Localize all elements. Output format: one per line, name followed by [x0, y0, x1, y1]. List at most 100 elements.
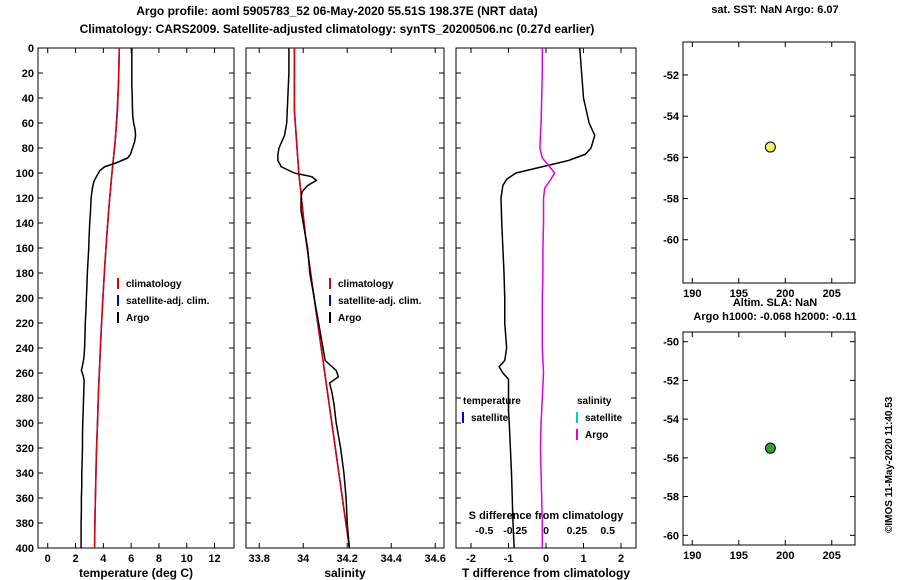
svg-text:205: 205 — [823, 288, 841, 300]
series-satellite-adj-clim- — [93, 47, 121, 549]
figure-title-line1: Argo profile: aoml 5905783_52 06-May-202… — [136, 4, 538, 18]
svg-text:340: 340 — [16, 468, 34, 480]
svg-text:190: 190 — [683, 550, 701, 562]
svg-text:220: 220 — [16, 318, 34, 330]
svg-text:20: 20 — [22, 68, 34, 80]
svg-text:34.6: 34.6 — [424, 553, 445, 565]
svg-text:-54: -54 — [663, 414, 680, 426]
svg-text:-56: -56 — [663, 453, 679, 465]
svg-text:34: 34 — [297, 553, 310, 565]
svg-text:240: 240 — [16, 343, 34, 355]
svg-text:T difference from climatology: T difference from climatology — [462, 566, 630, 580]
svg-text:10: 10 — [181, 553, 193, 565]
svg-text:-50: -50 — [663, 337, 679, 349]
map-bottom-panel: 190 195 200 205 -50 -52 -54 -56 -58 -60 — [663, 331, 856, 562]
svg-text:195: 195 — [730, 550, 748, 562]
svg-text:195: 195 — [730, 288, 748, 300]
svg-text:-2: -2 — [466, 553, 476, 565]
svg-text:180: 180 — [16, 268, 34, 280]
svg-text:4: 4 — [100, 553, 107, 565]
svg-text:400: 400 — [16, 543, 34, 555]
svg-text:2: 2 — [618, 553, 624, 565]
svg-text:200: 200 — [776, 288, 794, 300]
svg-text:2: 2 — [72, 553, 78, 565]
svg-text:0: 0 — [543, 525, 549, 537]
svg-text:0: 0 — [28, 43, 34, 55]
svg-text:320: 320 — [16, 443, 34, 455]
svg-text:Argo: Argo — [126, 313, 149, 324]
profile-location-point — [764, 442, 776, 454]
svg-text:-52: -52 — [663, 375, 679, 387]
svg-text:-60: -60 — [663, 530, 679, 542]
profile-location-point — [764, 141, 776, 153]
map-bottom-axes-box — [682, 331, 856, 546]
svg-text:0.25: 0.25 — [567, 525, 588, 537]
series-climatology — [93, 47, 121, 549]
svg-text:380: 380 — [16, 518, 34, 530]
svg-text:200: 200 — [16, 293, 34, 305]
svg-text:300: 300 — [16, 418, 34, 430]
svg-text:360: 360 — [16, 493, 34, 505]
svg-text:140: 140 — [16, 218, 34, 230]
sat-sst-label: sat. SST: NaN Argo: 6.07 — [711, 4, 839, 16]
svg-text:190: 190 — [683, 288, 701, 300]
svg-text:34.2: 34.2 — [336, 553, 357, 565]
series-s-diff-argo-minus-clim — [539, 48, 556, 548]
t-difference-panel: -2 -1 0 1 2T difference from climatology S di… — [455, 47, 637, 580]
series-argo — [277, 48, 351, 549]
svg-text:80: 80 — [22, 143, 34, 155]
svg-text:8: 8 — [156, 553, 162, 565]
svg-text:34.4: 34.4 — [380, 553, 402, 565]
svg-text:salinity: salinity — [577, 396, 612, 407]
svg-text:-0.25: -0.25 — [503, 525, 527, 537]
svg-text:160: 160 — [16, 243, 34, 255]
svg-text:-54: -54 — [663, 111, 680, 123]
svg-text:Argo: Argo — [338, 313, 361, 324]
svg-text:temperature: temperature — [463, 396, 521, 407]
svg-text:Argo: Argo — [585, 430, 608, 441]
svg-text:33.8: 33.8 — [248, 553, 269, 565]
svg-text:-0.5: -0.5 — [475, 525, 493, 537]
svg-text:0: 0 — [543, 553, 549, 565]
svg-text:120: 120 — [16, 193, 34, 205]
map-top-axes-box — [682, 41, 856, 284]
svg-text:60: 60 — [22, 118, 34, 130]
svg-text:satellite-adj. clim.: satellite-adj. clim. — [338, 296, 422, 307]
svg-text:100: 100 — [16, 168, 34, 180]
svg-text:6: 6 — [128, 553, 134, 565]
svg-text:-58: -58 — [663, 492, 679, 504]
series-t-diff-argo-minus-clim — [498, 47, 596, 549]
svg-text:280: 280 — [16, 393, 34, 405]
argo-heights-label: Argo h1000: -0.068 h2000: -0.11 — [693, 311, 857, 323]
map-top-panel: 190 195 200 205 -52 -54 -56 -58 -60 — [663, 41, 856, 300]
t-difference-axes-box — [455, 47, 637, 549]
svg-text:40: 40 — [22, 93, 34, 105]
altimetry-sla-label: Altim. SLA: NaN — [732, 297, 818, 309]
svg-text:205: 205 — [823, 550, 841, 562]
svg-text:-52: -52 — [663, 70, 679, 82]
svg-text:1: 1 — [580, 553, 586, 565]
figure-title-line2: Climatology: CARS2009. Satellite-adjuste… — [79, 22, 595, 36]
salinity-panel: 33.8 34 34.2 34.4 34.6 salinity climatology sat… — [245, 47, 446, 580]
svg-text:climatology: climatology — [126, 279, 182, 290]
svg-text:-1: -1 — [504, 553, 514, 565]
svg-text:-60: -60 — [663, 235, 679, 247]
svg-text:satellite: satellite — [585, 413, 623, 424]
svg-text:-56: -56 — [663, 152, 679, 164]
svg-text:12: 12 — [208, 553, 220, 565]
svg-text:260: 260 — [16, 368, 34, 380]
svg-text:S difference from climatology: S difference from climatology — [469, 510, 625, 522]
svg-text:temperature (deg C): temperature (deg C) — [79, 566, 193, 580]
svg-text:200: 200 — [776, 550, 794, 562]
svg-text:satellite-adj. clim.: satellite-adj. clim. — [126, 296, 210, 307]
svg-text:salinity: salinity — [324, 566, 366, 580]
svg-text:0: 0 — [45, 553, 51, 565]
svg-text:0.5: 0.5 — [600, 525, 615, 537]
series-argo — [80, 48, 137, 548]
svg-text:satellite: satellite — [471, 413, 509, 424]
temperature-panel: 0 2 4 6 8 10 120204060801001201401601802002202… — [16, 43, 235, 580]
svg-text:climatology: climatology — [338, 279, 394, 290]
svg-text:-58: -58 — [663, 194, 679, 206]
